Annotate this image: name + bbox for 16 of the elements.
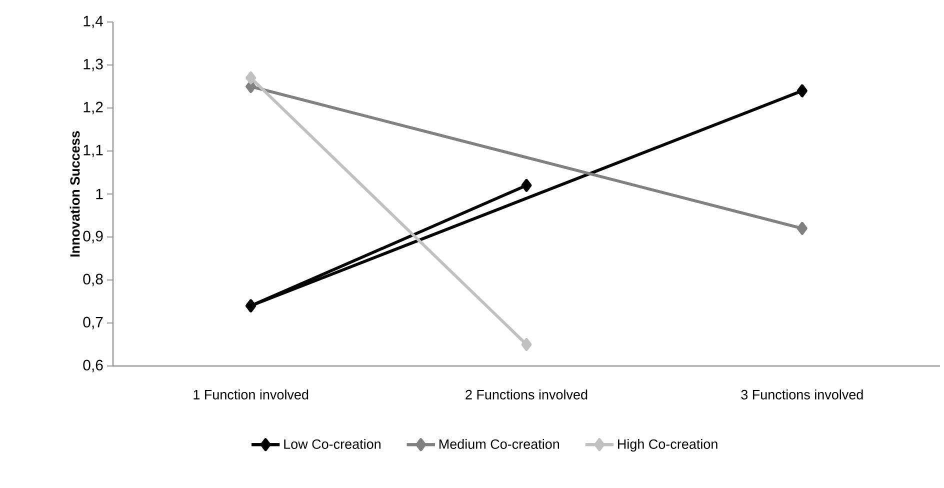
y-tick-label: 1 — [96, 188, 103, 200]
y-tick-label: 1,4 — [84, 16, 104, 28]
y-tick-label: 1,1 — [84, 144, 103, 158]
x-tick-label: 2 Functions involved — [466, 390, 588, 400]
y-tick-label: 0,8 — [83, 274, 103, 286]
y-tick-label: 0,9 — [83, 230, 103, 244]
y-tick-label: 0,6 — [83, 360, 103, 372]
x-tick-label: 3 Functions involved — [741, 390, 863, 400]
legend-label: Low Co-creation — [284, 438, 380, 449]
x-tick-label: 1 Function involved — [194, 390, 308, 400]
y-axis-title: Innovation Success — [70, 131, 80, 256]
y-tick-label: 1,3 — [84, 58, 103, 72]
legend-label: Medium Co-creation — [439, 438, 560, 449]
legend-label: High Co-creation — [618, 438, 718, 452]
y-tick-label: 1,2 — [84, 102, 103, 114]
y-tick-label: 0,7 — [83, 316, 103, 330]
